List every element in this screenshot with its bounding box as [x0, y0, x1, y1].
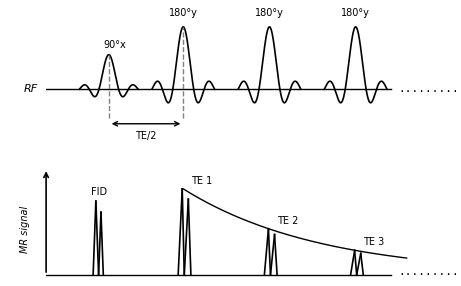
Text: 90°x: 90°x	[103, 40, 126, 50]
Text: TE/2: TE/2	[135, 131, 157, 141]
Text: .........: .........	[399, 267, 460, 277]
Text: .........: .........	[399, 84, 460, 94]
Text: TE 3: TE 3	[363, 237, 385, 247]
Text: TE 1: TE 1	[191, 176, 213, 186]
Text: 180°y: 180°y	[341, 8, 370, 18]
Text: 180°y: 180°y	[255, 8, 284, 18]
Text: RF: RF	[24, 84, 38, 94]
Text: 180°y: 180°y	[169, 8, 198, 18]
Text: TE 2: TE 2	[278, 216, 299, 226]
Text: FID: FID	[91, 187, 107, 197]
Text: MR signal: MR signal	[19, 206, 30, 253]
